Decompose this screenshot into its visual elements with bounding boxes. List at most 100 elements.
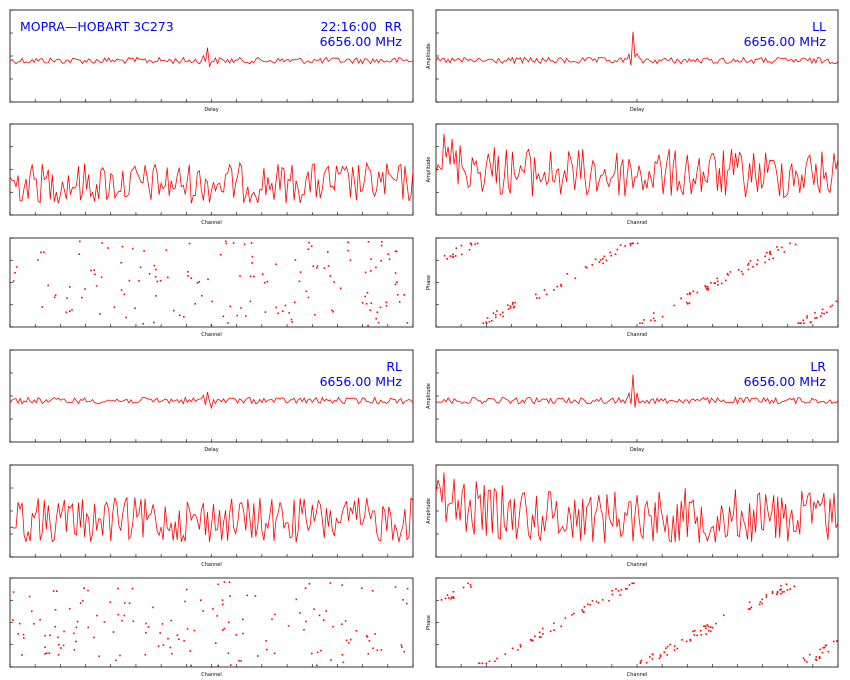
- panel-5-point: [720, 282, 723, 285]
- panel-2-point: [139, 266, 142, 269]
- panel-11-point: [478, 662, 481, 665]
- panel-8-point: [240, 660, 242, 662]
- panel-2-point: [14, 272, 16, 274]
- panel-5-point: [781, 246, 783, 249]
- panel-8-point: [401, 646, 403, 648]
- panel-8-point: [83, 587, 85, 589]
- panel-11-point: [538, 636, 541, 638]
- panel-2-point: [79, 240, 81, 243]
- panel-5-point: [584, 265, 587, 268]
- panel-3-series-line: [435, 31, 839, 66]
- panel-2-point: [78, 253, 81, 255]
- panel-5-point: [789, 242, 791, 245]
- panel-5-point: [727, 274, 729, 276]
- panel-8-point: [75, 640, 77, 643]
- panel-11-point: [765, 594, 768, 596]
- panel-8-point: [147, 626, 150, 628]
- panel-9-series-line: [435, 374, 839, 408]
- panel-5-point: [661, 315, 664, 318]
- panel-8-point: [311, 652, 313, 655]
- panel-2-point: [294, 301, 296, 304]
- panel-5-point: [594, 258, 597, 261]
- panel-11-point: [781, 591, 784, 593]
- panel-2-point: [288, 312, 290, 314]
- panel-2-point: [375, 317, 377, 320]
- panel-5-point: [495, 316, 497, 319]
- panel-5-point: [538, 297, 541, 299]
- panel-2-point: [94, 273, 96, 276]
- panel-8-point: [319, 649, 322, 652]
- panel-10-ylabel: Amplitude: [426, 498, 432, 524]
- panel-11-point: [711, 626, 714, 629]
- panel-8-point: [316, 664, 318, 667]
- panel-5-point: [509, 307, 512, 309]
- panel-11-point: [582, 610, 584, 613]
- panel-8-point: [145, 622, 147, 625]
- panel-11-point: [765, 596, 768, 598]
- panel-3-ylabel: Amplitude: [426, 43, 432, 69]
- panel-2-point: [225, 240, 227, 243]
- panel-5-point: [729, 271, 732, 273]
- panel-8-point: [374, 633, 376, 635]
- panel-2-point: [316, 265, 319, 267]
- panel-8-point: [17, 633, 20, 635]
- panel-5-point: [513, 305, 516, 308]
- panel-5-point: [652, 312, 655, 314]
- panel-5-point: [783, 251, 786, 253]
- panel-8-point: [18, 622, 21, 625]
- panel-5-point: [652, 317, 655, 320]
- panel-2-point: [134, 307, 136, 309]
- panel-2-point: [253, 275, 255, 278]
- panel-5-point: [470, 242, 472, 245]
- panel-2-point: [316, 267, 318, 269]
- panel-5-point: [586, 267, 588, 269]
- panel-5-point: [724, 279, 727, 282]
- panel-2-point: [263, 281, 266, 284]
- panel-2-point: [225, 242, 228, 245]
- panel-5-point: [769, 250, 772, 253]
- panel-5-point: [494, 314, 497, 316]
- panel-5-point: [806, 315, 809, 317]
- panel-11-point: [789, 588, 791, 590]
- panel-8-point: [202, 610, 204, 612]
- panel-5-point: [499, 313, 502, 316]
- panel-2-point: [307, 248, 310, 250]
- panel-8-point: [371, 590, 374, 592]
- panel-8-point: [12, 619, 14, 621]
- panel-8-point: [190, 664, 192, 667]
- panel-11-point: [444, 597, 447, 600]
- panel-11-point: [715, 622, 717, 625]
- panel-11-point: [759, 601, 762, 603]
- panel-11-point: [700, 634, 703, 636]
- panel-2-point: [282, 310, 284, 312]
- panel-11-point: [496, 657, 498, 660]
- panel-2-point: [376, 311, 379, 314]
- panel-2-point: [153, 264, 156, 267]
- panel-5-point: [747, 268, 750, 271]
- panel-8-point: [265, 640, 267, 642]
- panel-11-point: [707, 625, 710, 628]
- panel-11-point: [494, 660, 496, 663]
- panel-5-point: [512, 306, 515, 309]
- panel-5-point: [602, 262, 604, 265]
- panel-8-point: [193, 629, 196, 632]
- panel-2-point: [332, 310, 334, 313]
- panel-5-point: [485, 321, 487, 323]
- panel-2-point: [310, 245, 313, 247]
- panel-5-point: [629, 244, 632, 247]
- panel-2-point: [53, 296, 56, 299]
- panel-5-point: [768, 258, 771, 261]
- panel-4-frame: [435, 123, 839, 216]
- panel-5-point: [740, 270, 743, 273]
- panel-8-point: [229, 595, 231, 597]
- panel-11-point: [470, 586, 472, 588]
- panel-11-point: [633, 582, 635, 585]
- panel-2-point: [165, 249, 168, 251]
- panel-11-point: [617, 590, 620, 592]
- panel-8-point: [221, 599, 224, 601]
- panel-11-point: [440, 599, 443, 601]
- panel-8-point: [161, 623, 164, 625]
- panel-5-point: [696, 291, 699, 294]
- panel-11-point: [808, 653, 811, 656]
